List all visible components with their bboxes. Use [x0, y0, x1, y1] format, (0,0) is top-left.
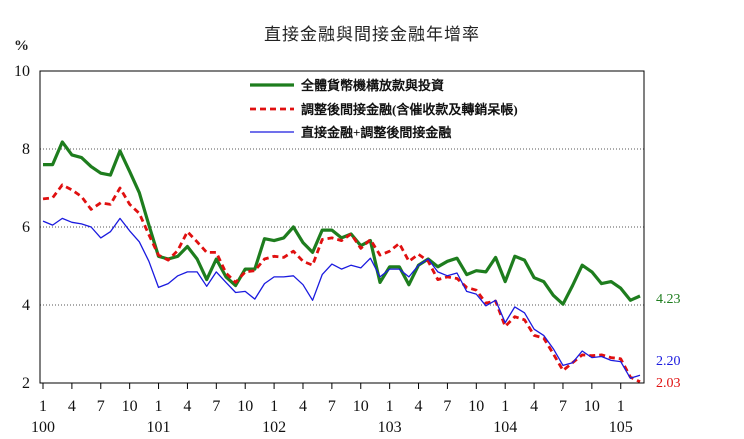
x-tick-month-label: 4: [415, 398, 423, 415]
x-tick-year-label: 105: [609, 419, 633, 436]
x-tick-month-label: 7: [212, 398, 220, 415]
y-tick-label: 6: [22, 219, 30, 236]
x-tick-month-label: 4: [299, 398, 307, 415]
x-tick-year-label: 100: [31, 419, 55, 436]
x-tick-month-label: 1: [270, 398, 278, 415]
x-tick-month-label: 1: [386, 398, 394, 415]
end-labels: 4.23 2.03 2.20: [656, 292, 681, 391]
x-tick-month-label: 1: [155, 398, 163, 415]
x-tick-month-label: 7: [443, 398, 451, 415]
legend-label-2: 直接金融+調整後間接金融: [301, 125, 451, 140]
end-label-0: 4.23: [656, 292, 681, 307]
x-tick-month-label: 10: [353, 398, 369, 415]
series-line-2: [42, 217, 641, 379]
x-tick-month-label: 1: [617, 398, 625, 415]
x-tick-year-label: 103: [378, 419, 402, 436]
y-tick-label: 4: [22, 297, 30, 314]
series-line-1: [42, 183, 641, 384]
y-axis: 2 4 6 8 10: [14, 63, 30, 392]
y-axis-unit-label: %: [14, 38, 29, 54]
y-tick-label: 10: [14, 63, 30, 80]
plot-frame: [39, 70, 645, 384]
x-tick-month-label: 1: [501, 398, 509, 415]
legend-label-1: 調整後間接金融(含催收款及轉銷呆帳): [301, 102, 518, 117]
x-tick-month-label: 7: [328, 398, 336, 415]
x-tick-month-label: 1: [39, 398, 47, 415]
x-tick-month-label: 7: [559, 398, 567, 415]
end-label-1: 2.03: [656, 376, 681, 391]
x-tick-month-label: 7: [97, 398, 105, 415]
y-tick-label: 8: [22, 141, 30, 158]
legend-label-0: 全體貨幣機構放款與投資: [300, 78, 444, 93]
x-tick-month-label: 4: [530, 398, 538, 415]
x-tick-month-label: 10: [584, 398, 600, 415]
x-tick-month-label: 10: [237, 398, 253, 415]
chart-title: 直接金融與間接金融年增率: [264, 25, 480, 44]
x-tick-month-label: 4: [68, 398, 76, 415]
x-tick-month-label: 4: [183, 398, 191, 415]
x-tick-year-label: 101: [147, 419, 171, 436]
y-tick-label: 2: [22, 375, 30, 392]
end-label-2: 2.20: [656, 354, 681, 369]
x-tick-month-label: 10: [468, 398, 484, 415]
x-tick-year-label: 102: [262, 419, 286, 436]
series-layer: [42, 140, 641, 384]
x-tick-month-label: 10: [122, 398, 138, 415]
series-line-0: [43, 140, 641, 306]
x-tick-year-label: 104: [493, 419, 517, 436]
